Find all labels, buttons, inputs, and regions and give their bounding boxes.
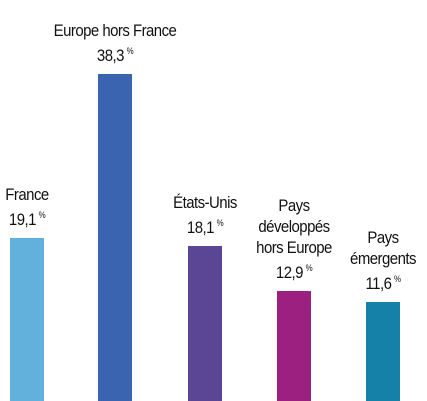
value-line: 11,6% — [317, 269, 427, 294]
unit-label: % — [38, 209, 46, 220]
bar — [98, 73, 132, 401]
value-line: 38,3% — [49, 41, 181, 66]
unit-label: % — [126, 45, 134, 56]
value-line: 18,1% — [139, 213, 271, 238]
category-label: États-Unis — [173, 193, 237, 213]
category-label: Europe hors France — [53, 20, 177, 40]
value-label: 18,1 — [186, 218, 215, 238]
value-label: 11,6 — [365, 273, 392, 293]
bar — [277, 290, 311, 401]
bar-label: Pays développés hors Europe 12,9% — [228, 195, 360, 283]
unit-label: % — [394, 273, 401, 284]
value-line: 12,9% — [228, 258, 360, 283]
category-label: Pays émergents — [350, 227, 416, 268]
category-label: Pays développés hors Europe — [256, 195, 332, 257]
unit-label: % — [305, 262, 313, 273]
bar-label: Pays émergents 11,6% — [317, 227, 427, 294]
bar — [188, 246, 222, 401]
category-label: France — [5, 184, 49, 204]
value-label: 19,1 — [8, 209, 37, 229]
bar — [10, 237, 44, 401]
value-label: 38,3 — [96, 45, 125, 65]
unit-label: % — [216, 218, 224, 229]
bar-label: États-Unis 18,1% — [139, 192, 271, 238]
bar-label: France 19,1% — [0, 184, 93, 230]
bar — [366, 301, 400, 401]
value-line: 19,1% — [0, 205, 93, 230]
value-label: 12,9 — [275, 262, 304, 282]
bar-label: Europe hors France 38,3% — [49, 20, 181, 66]
